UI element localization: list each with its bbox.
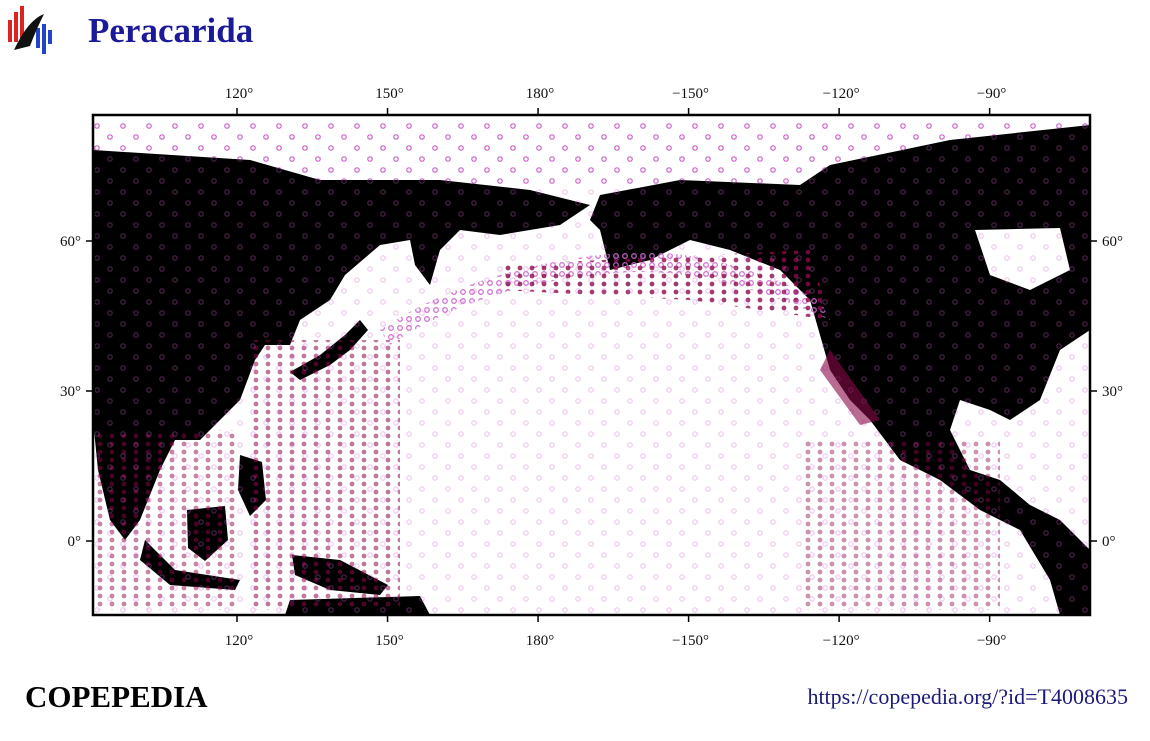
y-tick-label: 30°: [1102, 384, 1123, 400]
x-tick-label: 120°: [225, 86, 254, 102]
x-tick-label: 180°: [526, 633, 555, 649]
brand: COPEPEDIA: [25, 679, 208, 714]
x-tick-label: 150°: [375, 633, 404, 649]
map-area: [91, 113, 1092, 617]
x-tick-label: −120°: [823, 86, 860, 102]
y-tick-label: 60°: [60, 234, 81, 250]
logo: [8, 6, 52, 54]
y-tick-label: 60°: [1102, 234, 1123, 250]
y-tick-label: 0°: [1102, 534, 1116, 550]
y-tick-label: 0°: [68, 534, 82, 550]
x-tick-label: −90°: [977, 86, 1006, 102]
y-tick-label: 30°: [60, 384, 81, 400]
title: Peracarida: [88, 11, 253, 50]
x-tick-label: −90°: [977, 633, 1006, 649]
x-tick-label: 150°: [375, 86, 404, 102]
x-tick-label: −120°: [823, 633, 860, 649]
x-tick-label: 120°: [225, 633, 254, 649]
x-tick-label: −150°: [672, 86, 709, 102]
x-tick-label: −150°: [672, 633, 709, 649]
x-tick-label: 180°: [526, 86, 555, 102]
url[interactable]: https://copepedia.org/?id=T4008635: [807, 684, 1128, 709]
